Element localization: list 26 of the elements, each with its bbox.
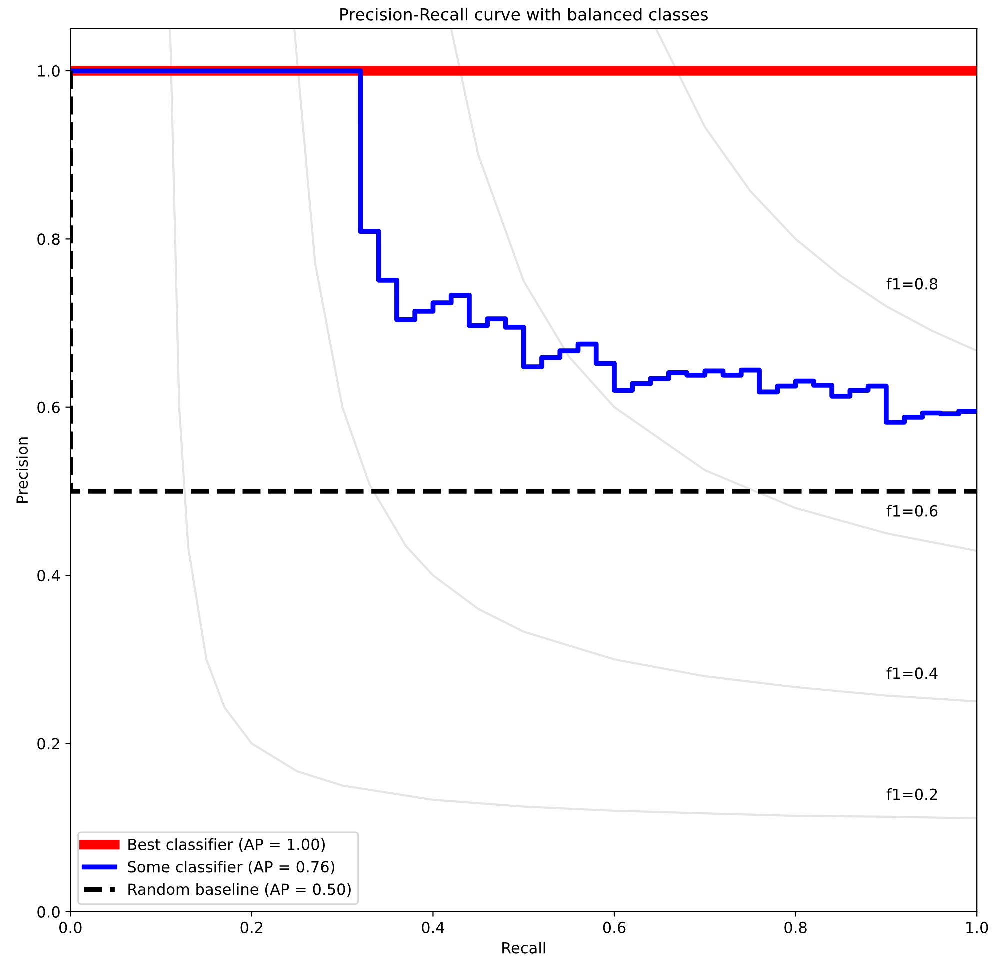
y-tick-label: 0.8: [38, 234, 60, 246]
y-tick-label: 0.0: [38, 906, 60, 918]
line-series: [293, 28, 978, 703]
y-tick-label: 0.4: [38, 570, 60, 582]
line-series: [655, 28, 978, 352]
x-tick-label: 0.4: [422, 922, 445, 934]
x-tick-label: 0.2: [240, 922, 263, 934]
annotation: f1=0.6: [886, 505, 938, 517]
x-tick-label: 1.0: [966, 922, 988, 934]
x-tick-label: 0.0: [60, 922, 82, 934]
x-tick-label: 0.8: [784, 922, 807, 934]
y-tick-label: 1.0: [38, 65, 60, 78]
annotation: f1=0.8: [886, 278, 938, 290]
chart-title: Precision-Recall curve with balanced classes: [340, 8, 708, 21]
line-series: [450, 28, 978, 552]
legend-label: Some classifier (AP = 0.76): [128, 860, 334, 875]
x-tick-label: 0.6: [603, 922, 626, 934]
line-series: [169, 28, 978, 820]
legend-label: Random baseline (AP = 0.50): [128, 883, 351, 898]
annotation: f1=0.4: [886, 667, 938, 680]
y-tick-label: 0.6: [38, 402, 60, 414]
legend-label: Best classifier (AP = 1.00): [128, 838, 325, 852]
x-axis-title: Recall: [502, 942, 546, 954]
y-tick-label: 0.2: [38, 738, 60, 750]
y-axis-title: Precision: [16, 438, 28, 504]
annotation: f1=0.2: [886, 788, 938, 800]
